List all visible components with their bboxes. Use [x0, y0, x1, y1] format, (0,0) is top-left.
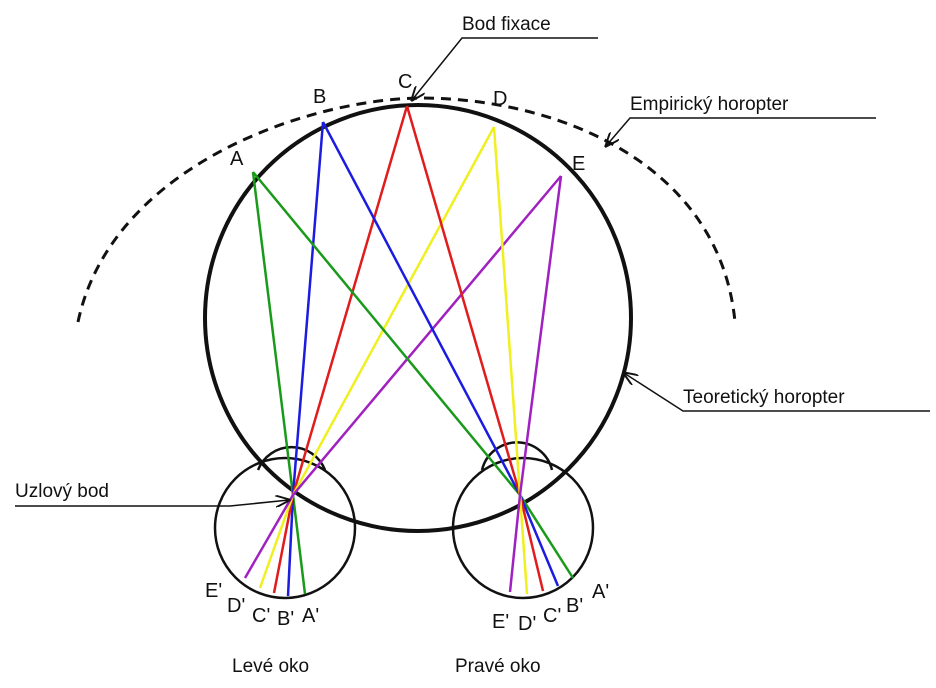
- image-label: B': [277, 608, 294, 630]
- image-label: E': [492, 611, 509, 633]
- left-eye: [215, 458, 355, 598]
- theoretical-horopter-circle: [205, 105, 631, 531]
- horopter-diagram: A B C D E E' D' C' B' A' E' D' C' B' A' …: [0, 0, 936, 688]
- point-label: C: [398, 71, 412, 93]
- image-label: B': [566, 595, 583, 617]
- point-label: D: [493, 88, 507, 110]
- ray: [288, 122, 323, 596]
- image-label: A': [592, 581, 609, 603]
- image-label: E': [205, 580, 222, 602]
- ray: [253, 172, 305, 594]
- ray: [494, 127, 527, 594]
- point-label: A: [230, 148, 244, 170]
- point-label: B: [313, 86, 326, 108]
- ray: [274, 106, 407, 593]
- leader: [606, 118, 876, 146]
- image-label: A': [302, 605, 319, 627]
- left-eye-label: Levé oko: [232, 656, 309, 677]
- empirical-label: Empirický horopter: [630, 94, 789, 115]
- image-label: C': [252, 605, 270, 627]
- left-rays: [245, 106, 561, 596]
- image-label: D': [227, 595, 245, 617]
- right-eye-label: Pravé oko: [455, 656, 541, 677]
- theoretical-label: Teoretický horopter: [683, 387, 845, 408]
- image-label: C': [543, 605, 561, 627]
- image-label: D': [518, 613, 536, 635]
- fixation-label: Bod fixace: [462, 14, 551, 35]
- point-label: E: [572, 153, 585, 175]
- nodal-label: Uzlový bod: [15, 481, 109, 502]
- right-rays: [253, 106, 573, 594]
